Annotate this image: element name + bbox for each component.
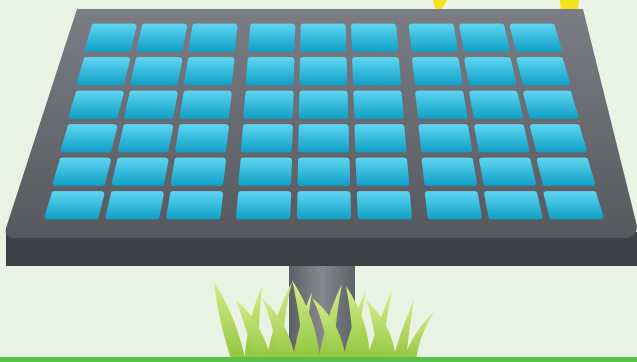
solar-cell <box>464 57 517 86</box>
solar-cell <box>111 157 169 186</box>
solar-panel <box>5 9 637 266</box>
solar-cell <box>351 23 399 52</box>
solar-cell <box>543 191 604 220</box>
panel-bottom-edge <box>6 232 637 266</box>
solar-cell <box>84 23 137 52</box>
solar-cell <box>415 90 468 119</box>
panel-cells <box>44 23 604 220</box>
solar-cell <box>297 157 351 186</box>
solar-cell <box>236 191 292 220</box>
solar-cell <box>353 90 404 119</box>
solar-cell <box>530 124 587 153</box>
grass-icon <box>214 280 434 362</box>
solar-cell <box>240 124 293 153</box>
solar-cell <box>536 157 595 186</box>
solar-cell <box>355 157 410 186</box>
solar-cell <box>484 191 543 220</box>
solar-cell <box>52 157 111 186</box>
solar-cell <box>424 191 482 220</box>
solar-cell <box>184 57 235 86</box>
solar-cell <box>418 124 473 153</box>
solar-cell <box>356 191 412 220</box>
solar-cell <box>238 157 293 186</box>
solar-cell <box>243 90 294 119</box>
solar-cell <box>298 124 350 153</box>
solar-cell <box>299 57 348 86</box>
solar-cell <box>408 23 458 52</box>
solar-cell <box>248 23 296 52</box>
solar-cell <box>68 90 124 119</box>
solar-cell <box>166 191 224 220</box>
solar-cell <box>354 124 407 153</box>
solar-cell <box>300 23 347 52</box>
solar-cell <box>479 157 536 186</box>
solar-cell <box>474 124 530 153</box>
solar-cell <box>412 57 463 86</box>
solar-cell <box>130 57 183 86</box>
solar-cell <box>352 57 401 86</box>
solar-cell <box>170 157 227 186</box>
solar-cell <box>44 191 105 220</box>
solar-cell <box>421 157 477 186</box>
solar-cell <box>175 124 229 153</box>
solar-cell <box>516 57 570 86</box>
solar-cell <box>523 90 579 119</box>
solar-cell <box>136 23 187 52</box>
ground-line <box>0 357 637 362</box>
solar-cell <box>298 90 349 119</box>
solar-cell <box>179 90 232 119</box>
solar-cell <box>296 191 352 220</box>
solar-cell <box>245 57 295 86</box>
solar-cell <box>117 124 174 153</box>
solar-cell <box>188 23 238 52</box>
solar-cell <box>459 23 510 52</box>
solar-cell <box>469 90 523 119</box>
solar-cell <box>509 23 562 52</box>
solar-cell <box>105 191 164 220</box>
solar-cell <box>60 124 118 153</box>
solar-cell <box>124 90 178 119</box>
solar-cell <box>76 57 131 86</box>
